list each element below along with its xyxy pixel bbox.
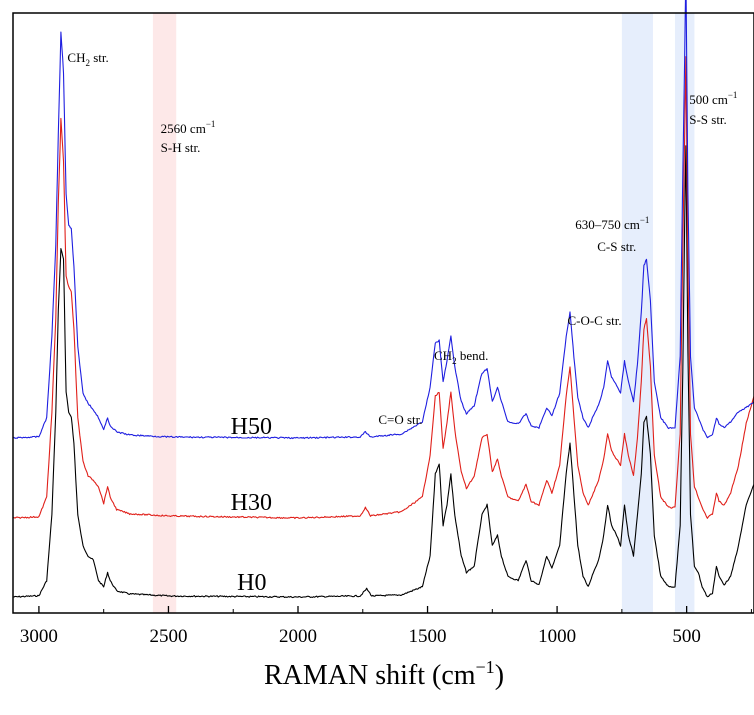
x-tick-label: 2000 bbox=[279, 626, 317, 647]
highlight-band bbox=[152, 13, 177, 613]
x-axis-ticks: 3000 2500 2000 1500 1000 500 bbox=[20, 606, 752, 647]
spectra-traces bbox=[12, 0, 754, 599]
annotation-text: S-S str. bbox=[689, 112, 727, 127]
series-label-h0: H0 bbox=[237, 570, 266, 596]
series-line-h0 bbox=[13, 145, 754, 599]
annotation-text: S-H str. bbox=[161, 140, 201, 155]
series-line-h50 bbox=[12, 0, 754, 440]
annotations: CH2 str. 2560 cm−1 S-H str. 630–750 cm−1 C-S… bbox=[67, 50, 737, 427]
series-labels: H50 H30 H0 bbox=[231, 414, 272, 596]
annotation-text: CH2 bend. bbox=[434, 348, 488, 366]
x-tick-label: 3000 bbox=[20, 626, 58, 647]
x-axis-title: RAMAN shift (cm−1) bbox=[264, 657, 504, 691]
series-label-h30: H30 bbox=[231, 490, 272, 516]
annotation-text: 630–750 cm−1 bbox=[575, 215, 649, 232]
x-tick-label: 500 bbox=[672, 626, 701, 647]
series-label-h50: H50 bbox=[231, 414, 272, 440]
annotation-text: C=O str. bbox=[378, 412, 422, 427]
annotation-text: 500 cm−1 bbox=[689, 90, 737, 107]
annotation-text: C-O-C str. bbox=[567, 313, 621, 328]
annotation-text: 2560 cm−1 bbox=[161, 119, 216, 136]
x-tick-label: 1000 bbox=[538, 626, 576, 647]
plot-frame bbox=[12, 12, 754, 614]
annotation-text: C-S str. bbox=[597, 239, 636, 254]
x-axis-title-sup: −1 bbox=[476, 657, 495, 677]
annotation-text: CH2 str. bbox=[67, 50, 108, 68]
x-tick-label: 2500 bbox=[149, 626, 187, 647]
x-tick-label: 1500 bbox=[409, 626, 447, 647]
series-line-h30 bbox=[12, 56, 754, 520]
x-axis-title-end: ) bbox=[495, 660, 504, 691]
